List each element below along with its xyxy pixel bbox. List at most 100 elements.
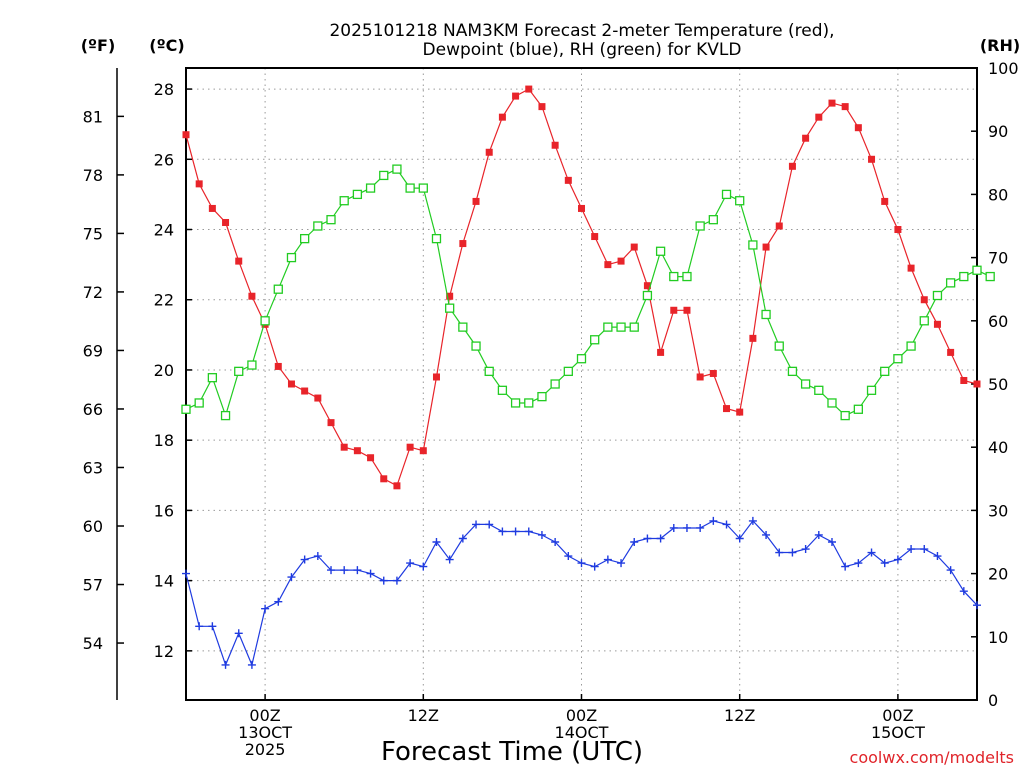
temperature-point	[947, 348, 955, 356]
temperature-point	[564, 176, 572, 184]
rh-point	[379, 170, 389, 181]
rh-point	[616, 322, 626, 332]
rh-unit-label: (RH)	[980, 36, 1020, 55]
temperature-point	[802, 134, 810, 142]
time-tick-label: 12Z	[724, 706, 755, 725]
dewpoint-point	[379, 576, 388, 585]
temperature-point	[578, 204, 585, 212]
dewpoint-point	[234, 629, 243, 638]
temperature-point	[367, 454, 375, 462]
dewpoint-point	[933, 552, 942, 561]
rh-point	[945, 278, 956, 288]
dewpoint-point	[327, 566, 336, 575]
temperature-point	[696, 373, 704, 381]
fahrenheit-tick-label: 66	[83, 400, 103, 419]
temperature-point	[709, 369, 717, 377]
rh-point	[774, 341, 784, 351]
dewpoint-point	[458, 534, 467, 543]
temperature-point	[512, 92, 520, 100]
temperature-point	[380, 475, 388, 483]
temperature-point	[274, 362, 282, 370]
dewpoint-point	[551, 538, 560, 546]
dewpoint-point	[208, 622, 217, 631]
rh-point	[445, 303, 455, 313]
temperature-point	[222, 218, 230, 226]
dewpoint-point	[300, 555, 309, 564]
dewpoint-point	[907, 545, 916, 554]
fahrenheit-unit-label: (ºF)	[81, 36, 116, 55]
temperature-point	[723, 405, 731, 413]
temperature-point	[762, 243, 770, 251]
temperature-point	[459, 240, 467, 248]
dewpoint-point	[287, 573, 296, 582]
rh-tick-label: 100	[988, 59, 1019, 78]
rh-point	[669, 271, 679, 282]
rh-point	[840, 410, 850, 421]
rh-point	[721, 189, 732, 200]
dewpoint-point	[880, 559, 889, 568]
dewpoint-point	[590, 562, 599, 571]
rh-point	[458, 322, 468, 332]
rh-point	[234, 366, 244, 377]
rh-point	[313, 221, 323, 231]
rh-point	[866, 385, 877, 395]
dewpoint-point	[564, 552, 573, 561]
credit-link[interactable]: coolwx.com/modelts	[850, 748, 1014, 767]
rh-point	[299, 233, 310, 244]
rh-point	[880, 366, 890, 377]
temperature-point	[907, 264, 915, 272]
axis-ticks: 12 14 16 18 20 22 24 26 28 54 57 60 63 66 69 72 75 78 81 0 1…	[83, 59, 1019, 759]
dewpoint-point	[946, 566, 955, 575]
rh-tick-label: 90	[988, 122, 1008, 141]
dewpoint-point	[340, 566, 349, 575]
dewpoint-point	[630, 538, 639, 546]
dewpoint-point	[247, 660, 256, 669]
temperature-point	[591, 233, 599, 241]
dewpoint-point	[498, 527, 507, 536]
rh-point	[563, 366, 573, 377]
fahrenheit-tick-label: 81	[83, 107, 103, 126]
rh-point	[365, 183, 376, 193]
dewpoint-point	[827, 538, 836, 546]
celsius-tick-label: 16	[154, 501, 174, 520]
rh-point	[339, 196, 349, 206]
fahrenheit-tick-label: 63	[83, 458, 103, 477]
time-tick-label: 13OCT	[238, 723, 292, 742]
rh-point	[392, 164, 402, 174]
rh-point	[906, 341, 916, 351]
dewpoint-point	[788, 548, 797, 557]
temperature-point	[485, 148, 493, 156]
rh-point	[655, 246, 666, 256]
rh-tick-label: 50	[988, 375, 1008, 394]
temperature-point	[881, 197, 889, 205]
rh-point	[550, 379, 560, 389]
fahrenheit-tick-label: 69	[83, 341, 103, 360]
grid-lines	[186, 68, 977, 700]
rh-point	[181, 404, 191, 414]
rh-point	[590, 335, 600, 345]
dewpoint-point	[867, 548, 876, 557]
celsius-tick-label: 14	[154, 572, 174, 591]
temperature-point	[670, 306, 678, 314]
rh-point	[919, 316, 929, 326]
temperature-point	[353, 447, 361, 455]
dewpoint-point	[603, 555, 612, 564]
temperature-point	[617, 257, 625, 265]
dewpoint-point	[182, 569, 190, 578]
fahrenheit-tick-label: 72	[83, 283, 103, 302]
celsius-tick-label: 20	[154, 361, 174, 380]
temperature-point	[828, 99, 836, 107]
dewpoint-point	[195, 622, 204, 631]
dewpoint-point	[511, 527, 520, 536]
rh-point	[827, 398, 837, 408]
fahrenheit-tick-label: 60	[83, 517, 103, 536]
dewpoint-point	[762, 530, 771, 539]
dewpoint-point	[748, 516, 757, 525]
temperature-point	[854, 124, 862, 132]
rh-point	[576, 354, 587, 364]
dewpoint-point	[524, 527, 533, 536]
rh-point	[537, 391, 547, 402]
rh-point	[510, 398, 521, 408]
temperature-series	[182, 85, 981, 490]
dewpoint-point	[537, 530, 546, 539]
